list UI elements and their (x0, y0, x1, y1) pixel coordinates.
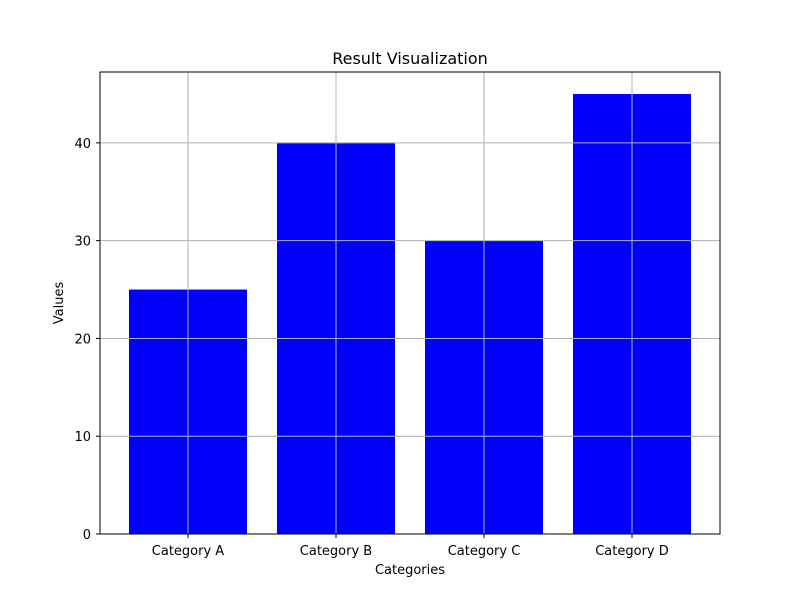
y-tick-label: 0 (83, 528, 91, 543)
y-axis-ticks: 0 10 20 30 40 (74, 137, 100, 543)
x-axis-label: Categories (375, 563, 445, 578)
y-tick-label: 10 (74, 430, 91, 445)
y-axis-label: Values (52, 282, 67, 325)
plot-frame (99, 71, 721, 535)
x-tick-label: Category D (595, 544, 669, 559)
y-tick-label: 30 (74, 235, 91, 250)
bars-group (129, 94, 691, 534)
chart-title: Result Visualization (332, 49, 488, 68)
vertical-grid-lines (187, 72, 633, 534)
y-tick-label: 20 (74, 332, 91, 347)
x-tick-label: Category B (300, 544, 372, 559)
y-tick-label: 40 (74, 137, 91, 152)
x-tick-label: Category A (152, 544, 225, 559)
x-axis-ticks: Category A Category B Category C Category D (152, 534, 669, 559)
x-tick-label: Category C (448, 544, 521, 559)
